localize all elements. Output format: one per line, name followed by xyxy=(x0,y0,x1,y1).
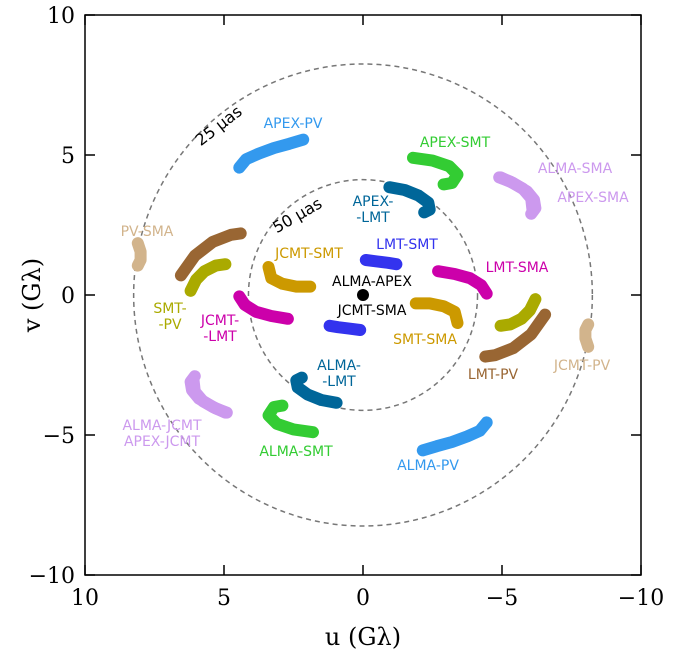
track-lmt-pv-mirror xyxy=(479,308,552,363)
track-label-line: ALMA-JCMT xyxy=(122,418,202,434)
track-label-apex-smt: APEX-SMT xyxy=(420,135,491,151)
track-label-line: LMT-PV xyxy=(468,367,519,383)
track-label-line: JCMT-PV xyxy=(553,358,611,374)
track-lmt-smt-mirror xyxy=(323,319,367,336)
track-label-line: APEX-JCMT xyxy=(124,434,201,450)
track-label-line: PV-SMA xyxy=(121,224,174,240)
track-label-line: APEX-SMT xyxy=(420,135,491,151)
track-label-jcmt-sma: JCMT-SMA xyxy=(337,303,407,319)
track-label-lmt-pv: LMT-PV xyxy=(468,367,519,383)
track-label-line: -LMT xyxy=(322,374,356,390)
track-label-lmt-sma: LMT-SMA xyxy=(486,260,549,276)
track-label-pv-sma: PV-SMA xyxy=(121,224,174,240)
track-label-apex-lmt: APEX--LMT xyxy=(353,194,394,226)
y-tick-label-3: −5 xyxy=(43,424,75,449)
track-label-line: JCMT- xyxy=(200,313,239,329)
track-label-lmt-smt: LMT-SMT xyxy=(376,237,438,253)
track-apex-pv-mirror xyxy=(416,416,493,457)
track-label-line: ALMA-SMA xyxy=(538,161,613,177)
track-label-alma-jcmt: ALMA-JCMT APEX-JCMT xyxy=(122,418,202,450)
track-label-alma-lmt: ALMA--LMT xyxy=(317,358,361,390)
y-tick-label-1: 5 xyxy=(61,144,75,169)
track-apex-lmt xyxy=(383,181,436,219)
x-tick-label-4: −10 xyxy=(618,586,664,611)
ring-1 xyxy=(247,178,479,412)
track-label-line: ALMA-PV xyxy=(397,458,459,474)
y-axis-label: v (Gλ) xyxy=(18,258,46,333)
track-label-line: APEX-SMA xyxy=(557,190,629,206)
track-label-line: ALMA- xyxy=(317,358,361,374)
track-label-jcmt-smt: JCMT-SMT xyxy=(274,246,343,262)
center-point xyxy=(357,289,369,301)
x-tick-label-1: 5 xyxy=(217,586,231,611)
track-lmt-smt xyxy=(359,254,403,271)
track-apex-smt-mirror xyxy=(262,399,319,439)
track-label-apex-sma: APEX-SMA xyxy=(557,190,629,206)
track-jcmt-smt xyxy=(262,261,317,293)
track-apex-pv xyxy=(233,133,310,174)
x-tick-label-0: 10 xyxy=(71,586,99,611)
track-label-jcmt-lmt: JCMT--LMT xyxy=(200,313,239,345)
track-label-alma-sma: ALMA-SMA xyxy=(538,161,613,177)
track-label-line: LMT-SMT xyxy=(376,237,438,253)
track-apex-lmt-mirror xyxy=(290,371,343,409)
track-smt-pv-mirror xyxy=(494,293,542,332)
track-group xyxy=(131,133,595,457)
track-label-group: APEX-PVAPEX-SMTALMA-SMAAPEX-SMAAPEX--LMT… xyxy=(121,116,629,474)
track-label-line: -PV xyxy=(158,317,181,333)
track-label-line: JCMT-SMA xyxy=(337,303,407,319)
y-tick-label-0: 10 xyxy=(47,4,75,29)
track-label-line: SMT- xyxy=(153,301,186,317)
x-tick-label-3: −5 xyxy=(486,586,518,611)
track-label-smt-pv: SMT--PV xyxy=(153,301,186,333)
x-axis-label: u (Gλ) xyxy=(325,623,401,651)
y-tick-label-2: 0 xyxy=(61,284,75,309)
track-lmt-pv xyxy=(174,227,247,282)
track-pv-sma-mirror xyxy=(579,318,595,353)
track-label-line: APEX-PV xyxy=(264,116,323,132)
track-label-line: APEX- xyxy=(353,194,394,210)
track-label-alma-smt: ALMA-SMT xyxy=(259,444,333,460)
track-label-line: JCMT-SMT xyxy=(274,246,343,262)
track-apex-smt xyxy=(407,151,464,191)
track-label-smt-sma: SMT-SMA xyxy=(393,332,457,348)
track-pv-sma xyxy=(131,237,147,272)
ring-0 xyxy=(132,63,594,527)
track-label-line: -LMT xyxy=(203,329,237,345)
track-label-line: ALMA-SMT xyxy=(259,444,333,460)
track-label-jcmt-pv: JCMT-PV xyxy=(553,358,611,374)
track-label-line: -LMT xyxy=(356,210,390,226)
track-lmt-sma xyxy=(432,265,493,300)
track-label-line: LMT-SMA xyxy=(486,260,549,276)
track-label-apex-pv: APEX-PV xyxy=(264,116,323,132)
track-smt-pv xyxy=(184,258,232,297)
x-tick-label-2: 0 xyxy=(356,586,370,611)
track-label-alma-pv: ALMA-PV xyxy=(397,458,459,474)
track-lmt-sma-mirror xyxy=(233,290,294,325)
track-alma-jcmt xyxy=(187,373,233,419)
track-label-alma-apex: ALMA-APEX xyxy=(332,274,412,290)
y-tick-label-4: −10 xyxy=(29,564,75,589)
track-label-line: SMT-SMA xyxy=(393,332,457,348)
track-label-line: ALMA-APEX xyxy=(332,274,412,290)
track-alma-jcmt-mirror xyxy=(493,171,539,217)
track-jcmt-smt-mirror xyxy=(409,297,464,329)
